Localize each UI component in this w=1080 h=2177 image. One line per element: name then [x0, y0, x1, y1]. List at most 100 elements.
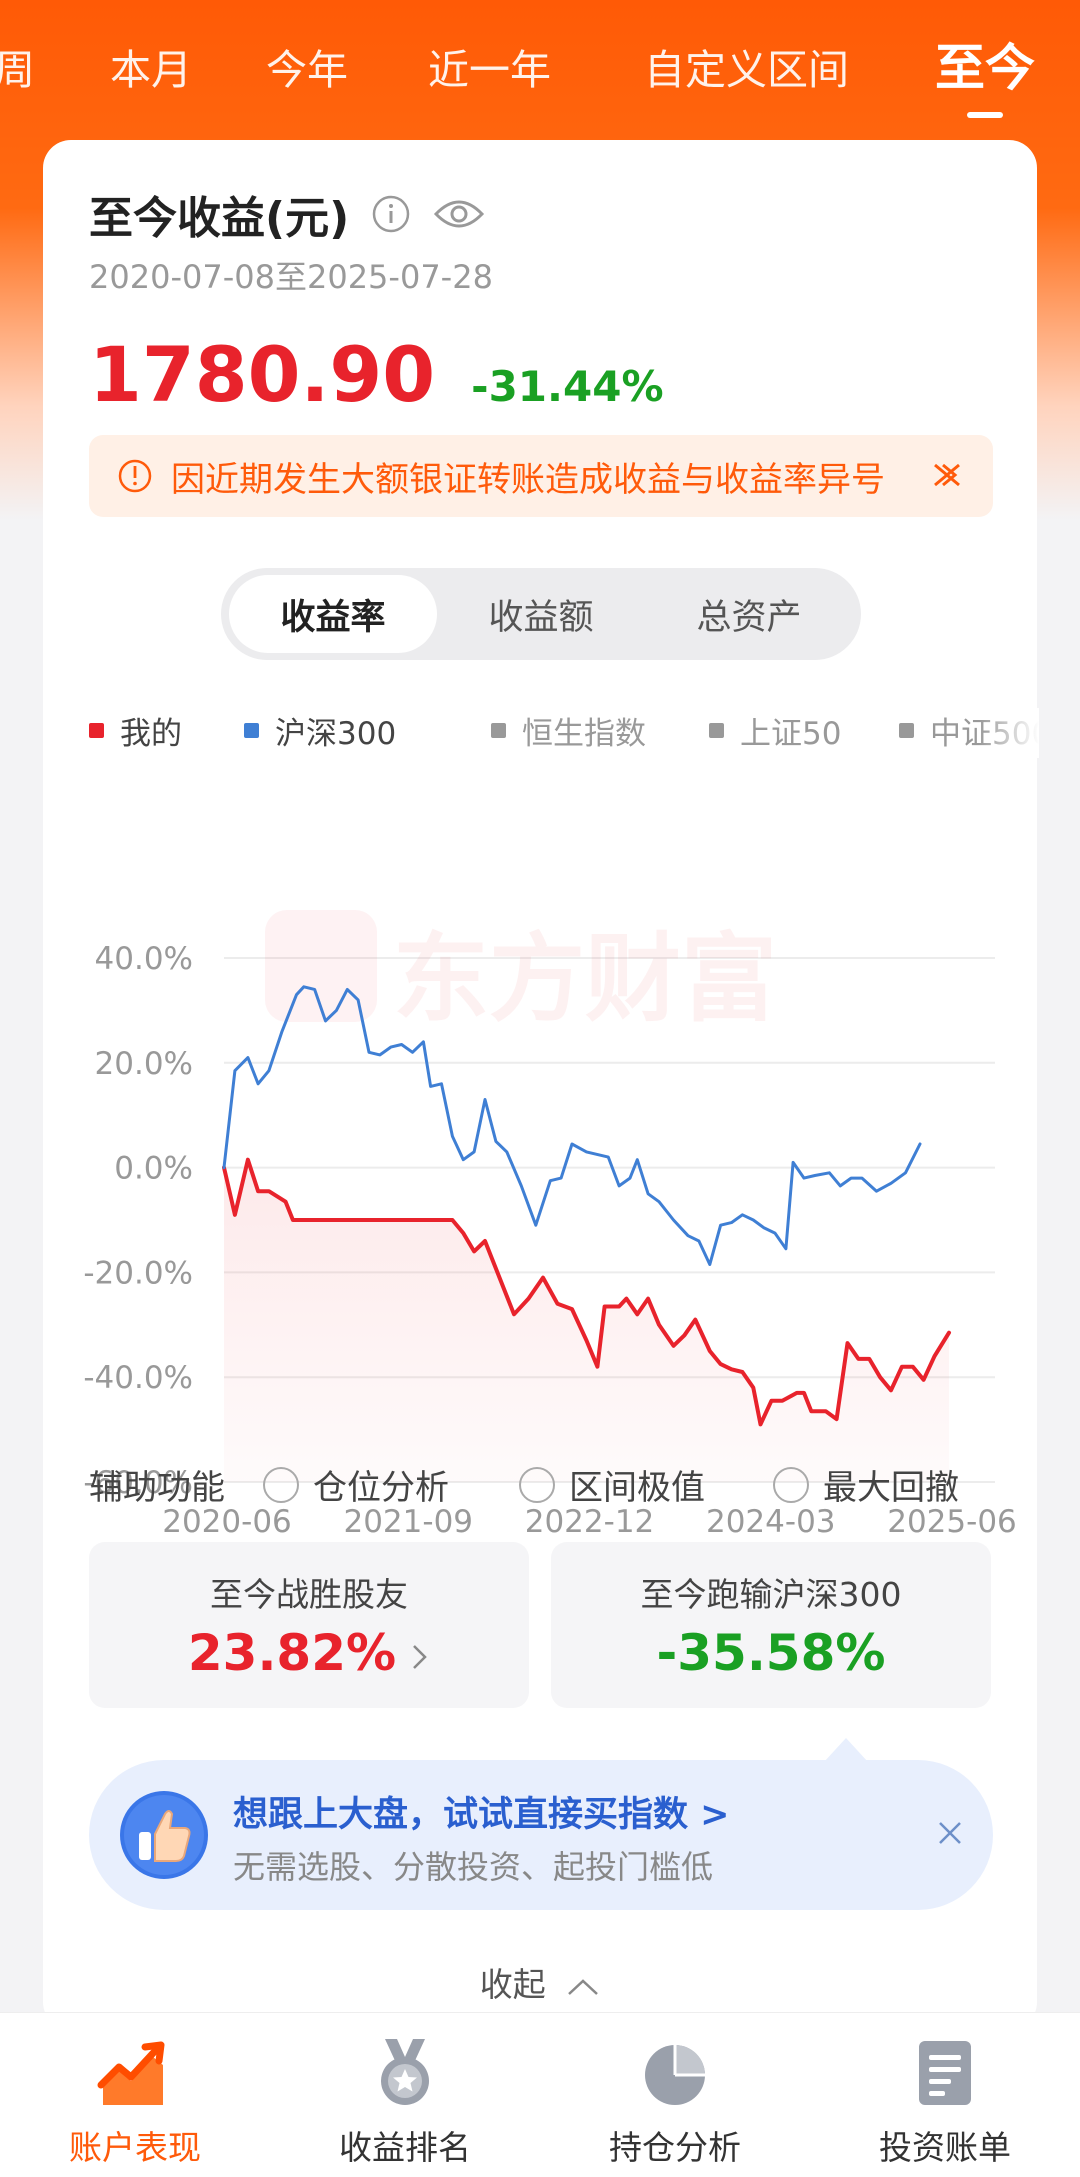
thumbs-up-icon	[120, 1791, 208, 1879]
chart-watermark: 东方财富	[265, 910, 777, 1035]
x-tick-label: 2022-12	[525, 1504, 655, 1540]
eye-icon[interactable]	[433, 194, 485, 234]
collapse-button[interactable]: 收起	[43, 1958, 1037, 2006]
info-icon[interactable]	[371, 194, 411, 234]
series-line-1	[222, 985, 922, 1266]
aux-label-drawdown: 最大回撤	[823, 1468, 959, 1508]
nav-label-earnings-ranking: 收益排名	[339, 2128, 471, 2167]
aux-functions: 辅助功能 仓位分析 区间极值 最大回撤	[89, 1460, 1009, 1520]
card-title: 至今收益(元)	[89, 193, 350, 244]
legend-dot-hs300	[244, 723, 259, 738]
metric-segmented-control: 收益率 收益额 总资产	[221, 568, 861, 660]
earnings-amount: 1780.90	[89, 330, 436, 419]
segment-return-rate[interactable]: 收益率	[229, 575, 437, 653]
radio-drawdown[interactable]	[773, 1466, 809, 1503]
series-line-0	[222, 1157, 951, 1427]
nav-label-holdings-analysis: 持仓分析	[609, 2128, 741, 2167]
pie-chart-icon	[645, 2045, 705, 2105]
collapse-label: 收起	[479, 1965, 546, 2004]
chevron-right-icon	[413, 1644, 427, 1669]
range-tab-custom[interactable]: 自定义区间	[644, 46, 849, 94]
x-tick-label: 2025-06	[887, 1504, 1017, 1540]
range-tab-all-time-label: 至今	[935, 39, 1035, 97]
radio-position[interactable]	[263, 1466, 299, 1503]
legend-dot-csi500	[899, 723, 914, 738]
nav-holdings-analysis[interactable]: 持仓分析	[540, 2013, 810, 2177]
title-row: 至今收益(元)	[89, 182, 485, 246]
x-tick-label: 2020-06	[162, 1504, 292, 1540]
radio-extremes[interactable]	[519, 1466, 555, 1503]
y-tick-label: -40.0%	[83, 1360, 193, 1396]
aux-title: 辅助功能	[89, 1468, 225, 1508]
y-tick-label: 20.0%	[95, 1046, 193, 1082]
y-tick-label: -20.0%	[83, 1255, 193, 1291]
promo-subtitle: 无需选股、分散投资、起投门槛低	[233, 1848, 714, 1886]
double-chevron-close-icon[interactable]	[929, 457, 965, 493]
legend-mine[interactable]: 我的	[89, 708, 182, 753]
chart-area-layer	[224, 1159, 949, 1482]
x-tick-label: 2024-03	[706, 1504, 836, 1540]
legend-hs300[interactable]: 沪深300	[244, 708, 396, 753]
stat-value-vs-hs300: -35.58%	[656, 1624, 886, 1682]
aux-option-extremes[interactable]: 区间极值	[519, 1460, 705, 1509]
bottom-nav: 账户表现 收益排名 持仓分析 投资账单	[0, 2012, 1080, 2177]
medal-icon	[381, 2039, 429, 2105]
stat-value-beat-peers-row: 23.82%	[89, 1624, 529, 1682]
y-tick-label: 0.0%	[114, 1151, 193, 1187]
bill-icon	[919, 2041, 971, 2105]
y-tick-label: -60.0%	[83, 1465, 193, 1501]
promo-title[interactable]: 想跟上大盘，试试直接买指数 >	[233, 1795, 730, 1835]
stat-label-beat-peers: 至今战胜股友	[210, 1575, 408, 1614]
legend-fade	[979, 708, 1039, 758]
nav-label-account-performance: 账户表现	[69, 2128, 201, 2167]
segment-return-amount[interactable]: 收益额	[488, 597, 594, 638]
nav-investment-bill[interactable]: 投资账单	[810, 2013, 1080, 2177]
legend-label-hang-seng: 恒生指数	[522, 716, 646, 752]
stat-beat-peers[interactable]: 至今战胜股友 23.82%	[89, 1542, 529, 1708]
watermark-text: 东方财富	[393, 923, 777, 1035]
promo-pointer	[824, 1738, 868, 1762]
x-tick-label: 2021-09	[343, 1504, 473, 1540]
legend-label-sse50: 上证50	[740, 716, 842, 752]
nav-earnings-ranking[interactable]: 收益排名	[270, 2013, 540, 2177]
legend-dot-mine	[89, 723, 104, 738]
range-tab-all-time[interactable]: 至今	[935, 28, 1035, 118]
trend-chart-icon	[97, 2041, 165, 2105]
date-range: 2020-07-08至2025-07-28	[89, 258, 493, 296]
chevron-up-icon	[568, 1978, 599, 1995]
aux-label-extremes: 区间极值	[569, 1468, 705, 1508]
notice-banner[interactable]: 因近期发生大额银证转账造成收益与收益率异号	[89, 435, 993, 517]
aux-option-position[interactable]: 仓位分析	[263, 1460, 449, 1509]
stat-label-vs-hs300: 至今跑输沪深300	[640, 1575, 902, 1614]
amount-row: 1780.90 -31.44%	[89, 330, 664, 419]
notice-text: 因近期发生大额银证转账造成收益与收益率异号	[171, 459, 885, 500]
earnings-rate: -31.44%	[471, 362, 664, 411]
chart-line-layer	[222, 985, 951, 1427]
range-tabs: 周 本月 今年 近一年 自定义区间 至今	[0, 0, 1080, 130]
series-area-0	[224, 1159, 949, 1482]
legend-label-hs300: 沪深300	[275, 716, 397, 752]
close-icon[interactable]	[935, 1818, 965, 1848]
chart-y-ticks: 40.0% 20.0% 0.0% -20.0% -40.0% -60.0%	[83, 941, 193, 1501]
aux-option-drawdown[interactable]: 最大回撤	[773, 1460, 959, 1509]
warning-icon	[118, 459, 152, 493]
index-promo-banner[interactable]: 想跟上大盘，试试直接买指数 > 无需选股、分散投资、起投门槛低	[89, 1738, 993, 1910]
chart-legend: 我的 沪深300 恒生指数 上证50 中证500	[89, 708, 1039, 758]
range-tab-year[interactable]: 今年	[266, 46, 348, 94]
return-chart[interactable]: 东方财富 40.0% 20.0% 0.0% -20.0% -40.0% -60.0% 20…	[43, 780, 1037, 1580]
nav-account-performance[interactable]: 账户表现	[0, 2013, 270, 2177]
legend-sse50[interactable]: 上证50	[709, 708, 841, 753]
range-tab-week[interactable]: 周	[0, 46, 35, 94]
nav-label-investment-bill: 投资账单	[879, 2128, 1011, 2167]
earnings-card: 至今收益(元) 2020-07-08至2025-07-28 1780.90 -3…	[43, 140, 1039, 2030]
legend-label-mine: 我的	[120, 716, 182, 752]
range-tab-month[interactable]: 本月	[110, 46, 192, 94]
segment-total-assets[interactable]: 总资产	[696, 597, 802, 638]
stat-value-beat-peers: 23.82%	[187, 1624, 397, 1682]
legend-dot-hang-seng	[491, 723, 506, 738]
aux-label-position: 仓位分析	[313, 1468, 449, 1508]
legend-hang-seng[interactable]: 恒生指数	[491, 708, 646, 753]
y-tick-label: 40.0%	[95, 941, 193, 977]
range-tab-last-year[interactable]: 近一年	[428, 46, 551, 94]
legend-dot-sse50	[709, 723, 724, 738]
